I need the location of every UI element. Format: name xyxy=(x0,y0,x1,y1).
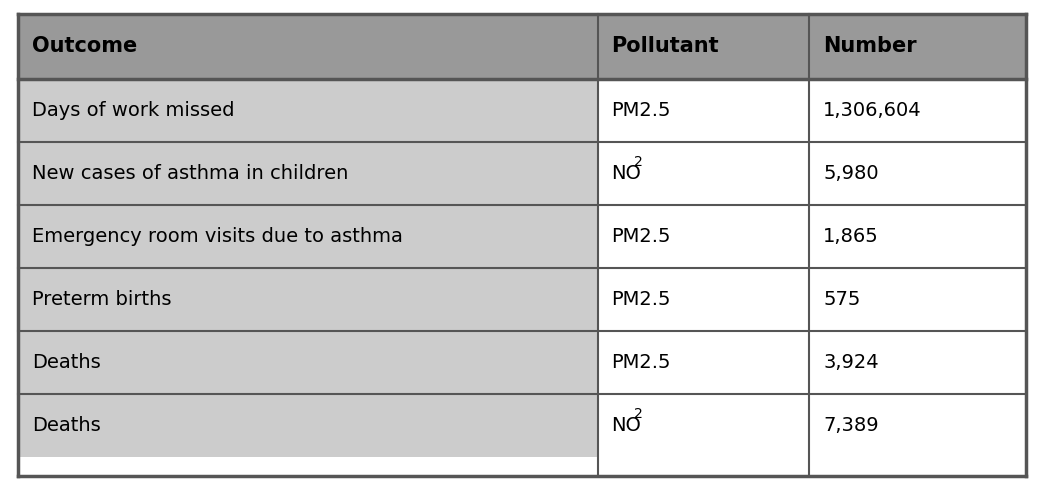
Text: 5,980: 5,980 xyxy=(824,164,879,183)
Bar xyxy=(809,14,1026,79)
Bar xyxy=(18,268,597,331)
Text: Preterm births: Preterm births xyxy=(32,290,171,309)
Bar xyxy=(597,205,809,268)
Bar xyxy=(18,14,597,79)
Bar xyxy=(597,394,809,457)
Bar xyxy=(809,394,1026,457)
Text: NO: NO xyxy=(612,416,641,435)
Bar xyxy=(597,79,809,142)
Bar xyxy=(809,142,1026,205)
Text: PM2.5: PM2.5 xyxy=(612,227,671,246)
Text: PM2.5: PM2.5 xyxy=(612,101,671,120)
Text: 1,306,604: 1,306,604 xyxy=(824,101,922,120)
Text: 2: 2 xyxy=(634,407,642,421)
Bar xyxy=(597,268,809,331)
Text: New cases of asthma in children: New cases of asthma in children xyxy=(32,164,349,183)
Bar xyxy=(18,79,597,142)
Text: Number: Number xyxy=(824,36,917,56)
Text: Deaths: Deaths xyxy=(32,416,101,435)
Bar xyxy=(809,268,1026,331)
Bar xyxy=(597,331,809,394)
Text: 7,389: 7,389 xyxy=(824,416,879,435)
Bar xyxy=(597,14,809,79)
Text: 2: 2 xyxy=(634,155,642,169)
Text: Outcome: Outcome xyxy=(32,36,137,56)
Text: Emergency room visits due to asthma: Emergency room visits due to asthma xyxy=(32,227,403,246)
Text: PM2.5: PM2.5 xyxy=(612,353,671,372)
Bar xyxy=(597,142,809,205)
Bar xyxy=(18,205,597,268)
Bar xyxy=(809,79,1026,142)
Bar xyxy=(18,142,597,205)
Bar xyxy=(809,331,1026,394)
Text: 1,865: 1,865 xyxy=(824,227,879,246)
Text: Pollutant: Pollutant xyxy=(612,36,719,56)
Text: 575: 575 xyxy=(824,290,860,309)
Text: NO: NO xyxy=(612,164,641,183)
Text: Days of work missed: Days of work missed xyxy=(32,101,235,120)
Text: PM2.5: PM2.5 xyxy=(612,290,671,309)
Text: Deaths: Deaths xyxy=(32,353,101,372)
Text: 3,924: 3,924 xyxy=(824,353,879,372)
Bar xyxy=(18,331,597,394)
Bar xyxy=(18,394,597,457)
Bar xyxy=(809,205,1026,268)
